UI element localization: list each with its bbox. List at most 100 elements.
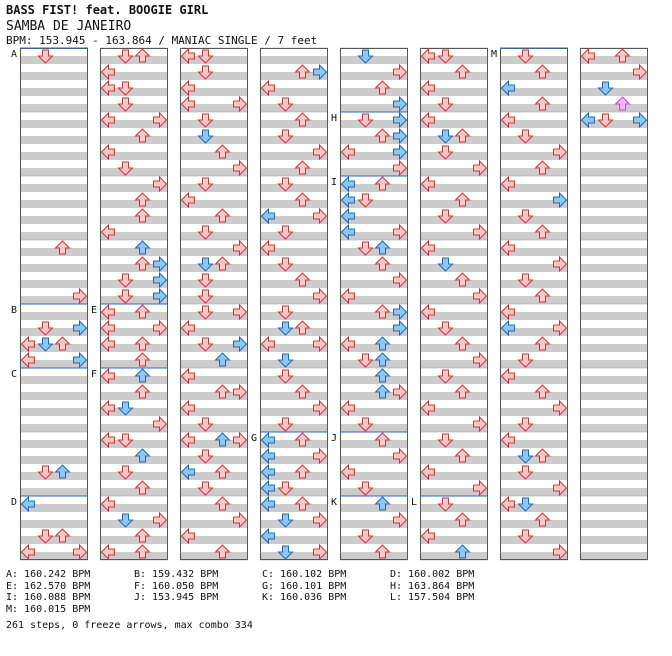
step-arrow-up	[134, 448, 151, 463]
step-arrow-up	[374, 352, 391, 367]
step-arrow-down	[277, 545, 294, 560]
bpm-legend-item: K: 160.036 BPM	[262, 592, 347, 604]
step-arrow-up	[294, 384, 311, 399]
step-arrow-left	[180, 527, 195, 545]
step-arrow-down	[197, 417, 214, 432]
step-arrow-left	[100, 399, 115, 417]
step-arrow-down	[197, 49, 214, 64]
step-arrow-up	[454, 448, 471, 463]
step-arrow-down	[277, 321, 294, 336]
step-arrow-right	[393, 383, 408, 401]
step-arrow-down	[37, 49, 54, 64]
step-arrow-up	[374, 80, 391, 95]
step-arrow-right	[233, 383, 248, 401]
step-arrow-up	[294, 192, 311, 207]
step-arrow-up	[54, 528, 71, 543]
step-arrow-down	[437, 497, 454, 512]
step-arrow-left	[340, 143, 355, 161]
step-arrow-up	[374, 256, 391, 271]
step-arrow-left	[340, 399, 355, 417]
bpm-marker-label: I	[331, 177, 337, 188]
step-arrow-down	[277, 257, 294, 272]
step-arrow-right	[233, 431, 248, 449]
step-arrow-right	[153, 175, 168, 193]
step-arrow-left	[260, 447, 275, 465]
step-arrow-up	[134, 480, 151, 495]
step-arrow-right	[393, 511, 408, 529]
step-arrow-down	[357, 49, 374, 64]
step-arrow-left	[180, 95, 195, 113]
step-arrow-left	[340, 191, 355, 209]
step-arrow-up	[454, 384, 471, 399]
step-arrow-left	[180, 463, 195, 481]
step-arrow-right	[553, 143, 568, 161]
step-arrow-up	[214, 144, 231, 159]
step-arrow-left	[500, 239, 515, 257]
step-arrow-right	[313, 287, 328, 305]
step-arrow-up	[294, 64, 311, 79]
step-arrow-right	[393, 143, 408, 161]
step-arrow-up	[214, 432, 231, 447]
step-arrow-down	[277, 369, 294, 384]
step-arrow-up	[374, 304, 391, 319]
bpm-marker-label: H	[331, 113, 337, 124]
step-arrow-left	[580, 47, 595, 65]
step-arrow-right	[153, 415, 168, 433]
step-arrow-down	[117, 273, 134, 288]
step-arrow-up	[214, 208, 231, 223]
step-arrow-left	[260, 335, 275, 353]
step-arrow-right	[473, 287, 488, 305]
step-arrow-right	[233, 511, 248, 529]
step-arrow-down	[437, 129, 454, 144]
step-arrow-left	[500, 79, 515, 97]
step-arrow-up	[374, 544, 391, 559]
bpm-legend-item: E: 162.570 BPM	[6, 580, 91, 592]
step-arrow-left	[260, 79, 275, 97]
step-arrow-left	[180, 47, 195, 65]
step-arrow-left	[500, 367, 515, 385]
step-arrow-up	[534, 512, 551, 527]
step-arrow-right	[553, 543, 568, 561]
step-chart: A B C D E F G H I J K L M	[11, 47, 648, 561]
step-arrow-up	[134, 368, 151, 383]
step-arrow-left	[420, 463, 435, 481]
step-arrow-left	[100, 303, 115, 321]
step-arrow-up	[534, 160, 551, 175]
step-arrow-up	[134, 304, 151, 319]
bpm-legend-item: B: 159.432 BPM	[134, 569, 219, 580]
step-arrow-up	[534, 224, 551, 239]
step-arrow-right	[153, 255, 168, 273]
step-arrow-left	[340, 335, 355, 353]
bpm-marker-label: J	[331, 433, 337, 444]
step-arrow-down	[277, 513, 294, 528]
step-arrow-right	[153, 111, 168, 129]
measure-column-3	[180, 47, 248, 561]
step-arrow-down	[357, 193, 374, 208]
step-arrow-up	[454, 192, 471, 207]
step-arrow-up	[374, 176, 391, 191]
step-arrow-down	[277, 177, 294, 192]
step-arrow-down	[357, 417, 374, 432]
step-arrow-right	[153, 511, 168, 529]
bpm-legend-item: A: 160.242 BPM	[6, 569, 91, 580]
bpm-marker-label: A	[11, 49, 17, 60]
step-arrow-down	[197, 449, 214, 464]
step-arrow-down	[357, 241, 374, 256]
step-arrow-up	[454, 336, 471, 351]
step-arrow-left	[100, 79, 115, 97]
step-arrow-left	[100, 543, 115, 561]
step-arrow-down	[197, 225, 214, 240]
step-arrow-down	[197, 337, 214, 352]
step-arrow-up	[454, 128, 471, 143]
step-arrow-left	[100, 367, 115, 385]
step-arrow-up	[374, 336, 391, 351]
measure-column-6	[420, 47, 488, 561]
step-arrow-left	[420, 239, 435, 257]
bpm-legend-item: M: 160.015 BPM	[6, 603, 91, 615]
step-arrow-left	[180, 79, 195, 97]
bpm-legend-item: L: 157.504 BPM	[390, 592, 475, 604]
step-arrow-up	[134, 48, 151, 63]
measure-column-8	[580, 47, 648, 561]
step-arrow-right	[393, 319, 408, 337]
step-arrow-right	[233, 239, 248, 257]
